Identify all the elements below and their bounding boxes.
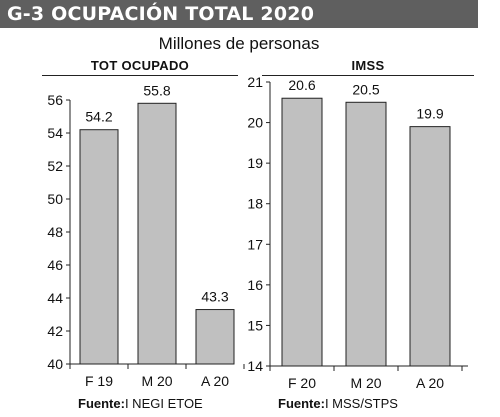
right-y-tick-label: 19 [247, 155, 263, 171]
left-bar [137, 102, 177, 365]
right-y-tick-label: 18 [247, 196, 263, 212]
left-x-tick-label: F 19 [85, 373, 113, 389]
left-y-tick-label: 40 [47, 356, 63, 372]
right-x-tick-label: A 20 [416, 375, 444, 391]
right-bar [281, 97, 323, 367]
left-source-text: I NEGI ETOE [124, 396, 203, 411]
right-y-tick-label: 17 [247, 236, 263, 252]
left-source-label: Fuente: [78, 396, 125, 411]
left-bar [195, 309, 235, 365]
right-y-tick-label: 15 [247, 317, 263, 333]
left-x-tick-label: M 20 [141, 373, 172, 389]
right-bar-value-label: 19.9 [416, 106, 443, 122]
right-y-tick-label: 20 [247, 115, 263, 131]
right-y-tick-label: 21 [247, 74, 263, 90]
left-x-tick-label: A 20 [201, 373, 229, 389]
right-y-tick-label: 16 [247, 277, 263, 293]
right-y-tick-label: 14 [247, 358, 263, 374]
right-bar-value-label: 20.5 [352, 81, 379, 97]
left-y-tick-label: 44 [47, 290, 63, 306]
left-y-tick-label: 42 [47, 323, 63, 339]
title-bar: G-3 OCUPACIÓN TOTAL 2020 [0, 0, 478, 28]
right-source-label: Fuente: [278, 396, 325, 411]
left-source: Fuente:I NEGI ETOE [78, 396, 203, 411]
left-bar-value-label: 55.8 [143, 82, 170, 98]
left-y-tick-label: 50 [47, 191, 63, 207]
chart-subtitle: Millones de personas [158, 34, 320, 53]
right-x-tick-label: F 20 [288, 375, 316, 391]
right-panel-title: IMSS [351, 58, 385, 73]
right-bar [345, 101, 387, 367]
right-x-tick-label: M 20 [350, 375, 381, 391]
right-bar-value-label: 20.6 [288, 77, 315, 93]
left-bar-value-label: 54.2 [85, 109, 112, 125]
right-source-text: I MSS/STPS [324, 396, 398, 411]
left-y-tick-label: 52 [47, 158, 63, 174]
left-panel-title: TOT OCUPADO [90, 58, 190, 73]
right-source: Fuente:I MSS/STPS [278, 396, 398, 411]
left-y-tick-label: 54 [47, 125, 63, 141]
left-y-tick-label: 56 [47, 92, 63, 108]
left-bar-value-label: 43.3 [201, 289, 228, 305]
left-y-tick-label: 48 [47, 224, 63, 240]
right-panel-rule [262, 75, 474, 77]
page-title: G-3 OCUPACIÓN TOTAL 2020 [7, 3, 315, 25]
left-panel-rule [42, 75, 238, 77]
left-y-tick-label: 46 [47, 257, 63, 273]
left-bar [79, 129, 119, 365]
right-bar [409, 126, 451, 367]
